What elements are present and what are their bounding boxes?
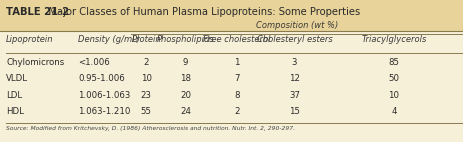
Text: Major Classes of Human Plasma Lipoproteins: Some Properties: Major Classes of Human Plasma Lipoprotei…	[39, 7, 360, 17]
Text: 8: 8	[234, 91, 239, 100]
Text: 20: 20	[180, 91, 191, 100]
Text: Triacylglycerols: Triacylglycerols	[361, 35, 425, 44]
Text: 4: 4	[390, 107, 396, 116]
Text: Composition (wt %): Composition (wt %)	[255, 21, 338, 30]
Text: 3: 3	[291, 58, 297, 67]
Text: 1: 1	[234, 58, 239, 67]
Text: VLDL: VLDL	[6, 74, 28, 83]
Text: 0.95-1.006: 0.95-1.006	[78, 74, 125, 83]
Text: Protein: Protein	[131, 35, 161, 44]
Text: 7: 7	[234, 74, 239, 83]
Text: 15: 15	[288, 107, 300, 116]
Text: TABLE 21-2: TABLE 21-2	[6, 7, 69, 17]
Text: 37: 37	[288, 91, 300, 100]
Text: 1.006-1.063: 1.006-1.063	[78, 91, 130, 100]
Text: 2: 2	[234, 107, 239, 116]
Text: 24: 24	[180, 107, 191, 116]
Text: Phospholipids: Phospholipids	[156, 35, 214, 44]
Text: Density (g/mL): Density (g/mL)	[78, 35, 140, 44]
Text: Cholesteryl esters: Cholesteryl esters	[256, 35, 332, 44]
Text: 55: 55	[140, 107, 151, 116]
Text: Free cholesterol: Free cholesterol	[203, 35, 270, 44]
Text: 10: 10	[388, 91, 399, 100]
Text: HDL: HDL	[6, 107, 24, 116]
Text: 2: 2	[143, 58, 149, 67]
Text: 23: 23	[140, 91, 151, 100]
Text: Chylomicrons: Chylomicrons	[6, 58, 64, 67]
Text: 18: 18	[180, 74, 191, 83]
Text: 85: 85	[388, 58, 399, 67]
Text: 9: 9	[182, 58, 188, 67]
Text: 50: 50	[388, 74, 399, 83]
Text: Lipoprotein: Lipoprotein	[6, 35, 53, 44]
Text: LDL: LDL	[6, 91, 22, 100]
Text: <1.006: <1.006	[78, 58, 109, 67]
Text: Source: Modified from Kritchevsky, D. (1986) Atherosclerosis and nutrition. Nutr: Source: Modified from Kritchevsky, D. (1…	[6, 126, 294, 131]
Text: 10: 10	[140, 74, 151, 83]
Text: 1.063-1.210: 1.063-1.210	[78, 107, 130, 116]
Text: 12: 12	[288, 74, 300, 83]
